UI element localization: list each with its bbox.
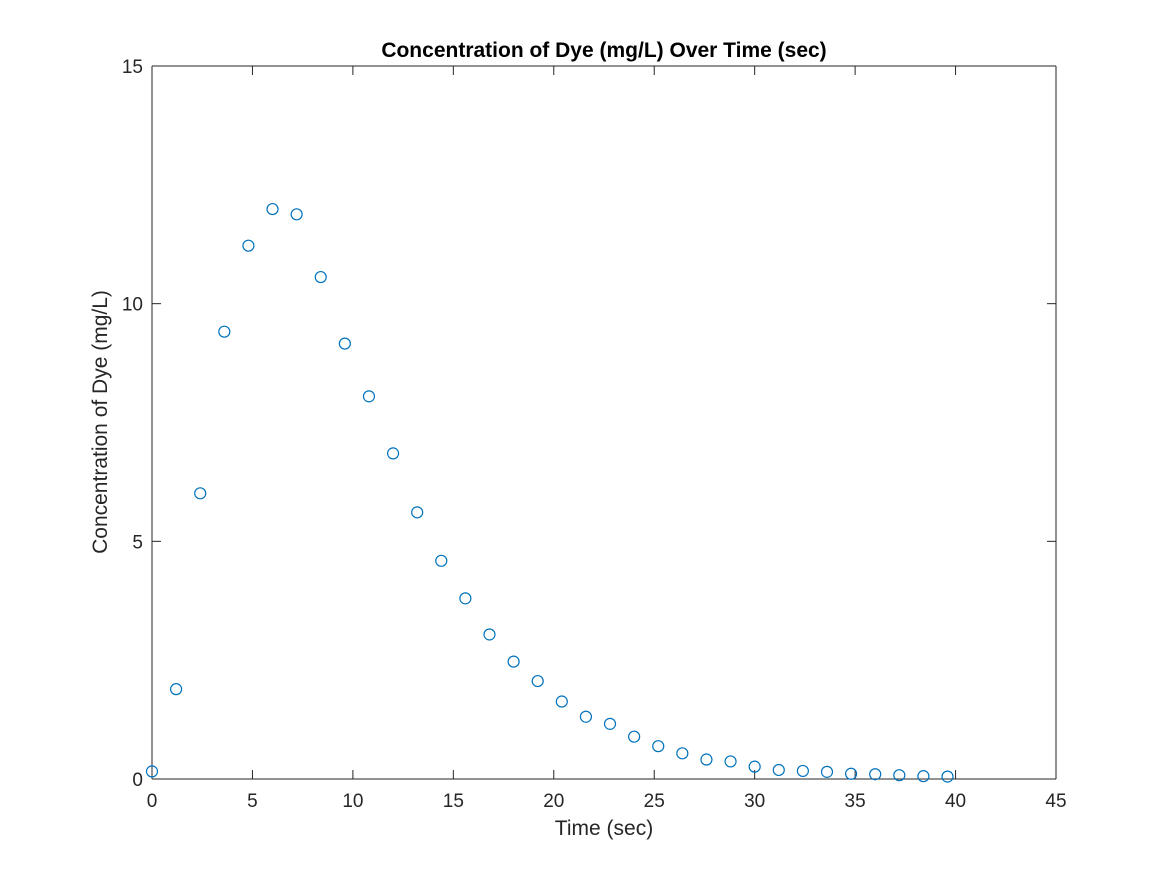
data-point	[507, 655, 520, 668]
data-point	[579, 710, 593, 723]
data-point	[844, 767, 858, 780]
x-tick-label: 30	[744, 791, 765, 812]
y-tick-label: 10	[122, 295, 143, 316]
plot-area	[152, 66, 1056, 779]
y-tick-label: 0	[132, 770, 143, 791]
data-point	[242, 239, 255, 252]
data-point	[483, 628, 496, 641]
data-point	[893, 769, 906, 782]
data-point	[917, 770, 930, 783]
data-point	[435, 554, 448, 567]
data-point	[652, 740, 665, 753]
data-point	[628, 730, 641, 743]
x-axis-label: Time (sec)	[555, 817, 653, 840]
data-point	[555, 695, 568, 708]
data-series	[145, 202, 954, 783]
data-point	[531, 674, 544, 688]
data-point	[700, 753, 713, 766]
chart-title: Concentration of Dye (mg/L) Over Time (s…	[381, 39, 826, 62]
data-point	[459, 592, 472, 605]
data-point	[314, 270, 327, 284]
data-point	[386, 447, 400, 460]
data-point	[362, 390, 376, 403]
x-tick-label: 5	[247, 791, 258, 812]
data-point	[266, 202, 279, 216]
x-tick-label: 45	[1045, 791, 1066, 812]
x-tick-label: 40	[945, 791, 966, 812]
data-point	[145, 765, 159, 778]
x-tick-label: 0	[147, 791, 158, 812]
data-point	[796, 764, 809, 778]
data-point	[869, 768, 882, 781]
y-tick-label: 5	[132, 532, 143, 553]
data-point	[724, 755, 737, 768]
x-tick-label: 15	[443, 791, 464, 812]
axes	[151, 65, 1057, 780]
data-point	[820, 765, 834, 778]
data-point	[772, 763, 785, 777]
data-point	[218, 325, 231, 338]
y-tick-label: 15	[122, 57, 143, 78]
ticks: 0 5 10 15 20 25 30 35 40 45 0 5 10 15	[122, 57, 1067, 812]
x-tick-label: 10	[342, 791, 363, 812]
data-point	[941, 770, 954, 783]
data-point	[676, 747, 689, 760]
data-point	[748, 760, 761, 773]
data-point	[411, 506, 424, 519]
x-tick-label: 20	[543, 791, 564, 812]
x-tick-label: 25	[644, 791, 665, 812]
data-point	[603, 717, 617, 730]
x-tick-label: 35	[845, 791, 866, 812]
data-point	[290, 208, 303, 221]
data-point	[194, 487, 207, 500]
data-point	[338, 337, 351, 350]
y-axis-label: Concentration of Dye (mg/L)	[89, 290, 112, 554]
data-point	[170, 683, 183, 696]
